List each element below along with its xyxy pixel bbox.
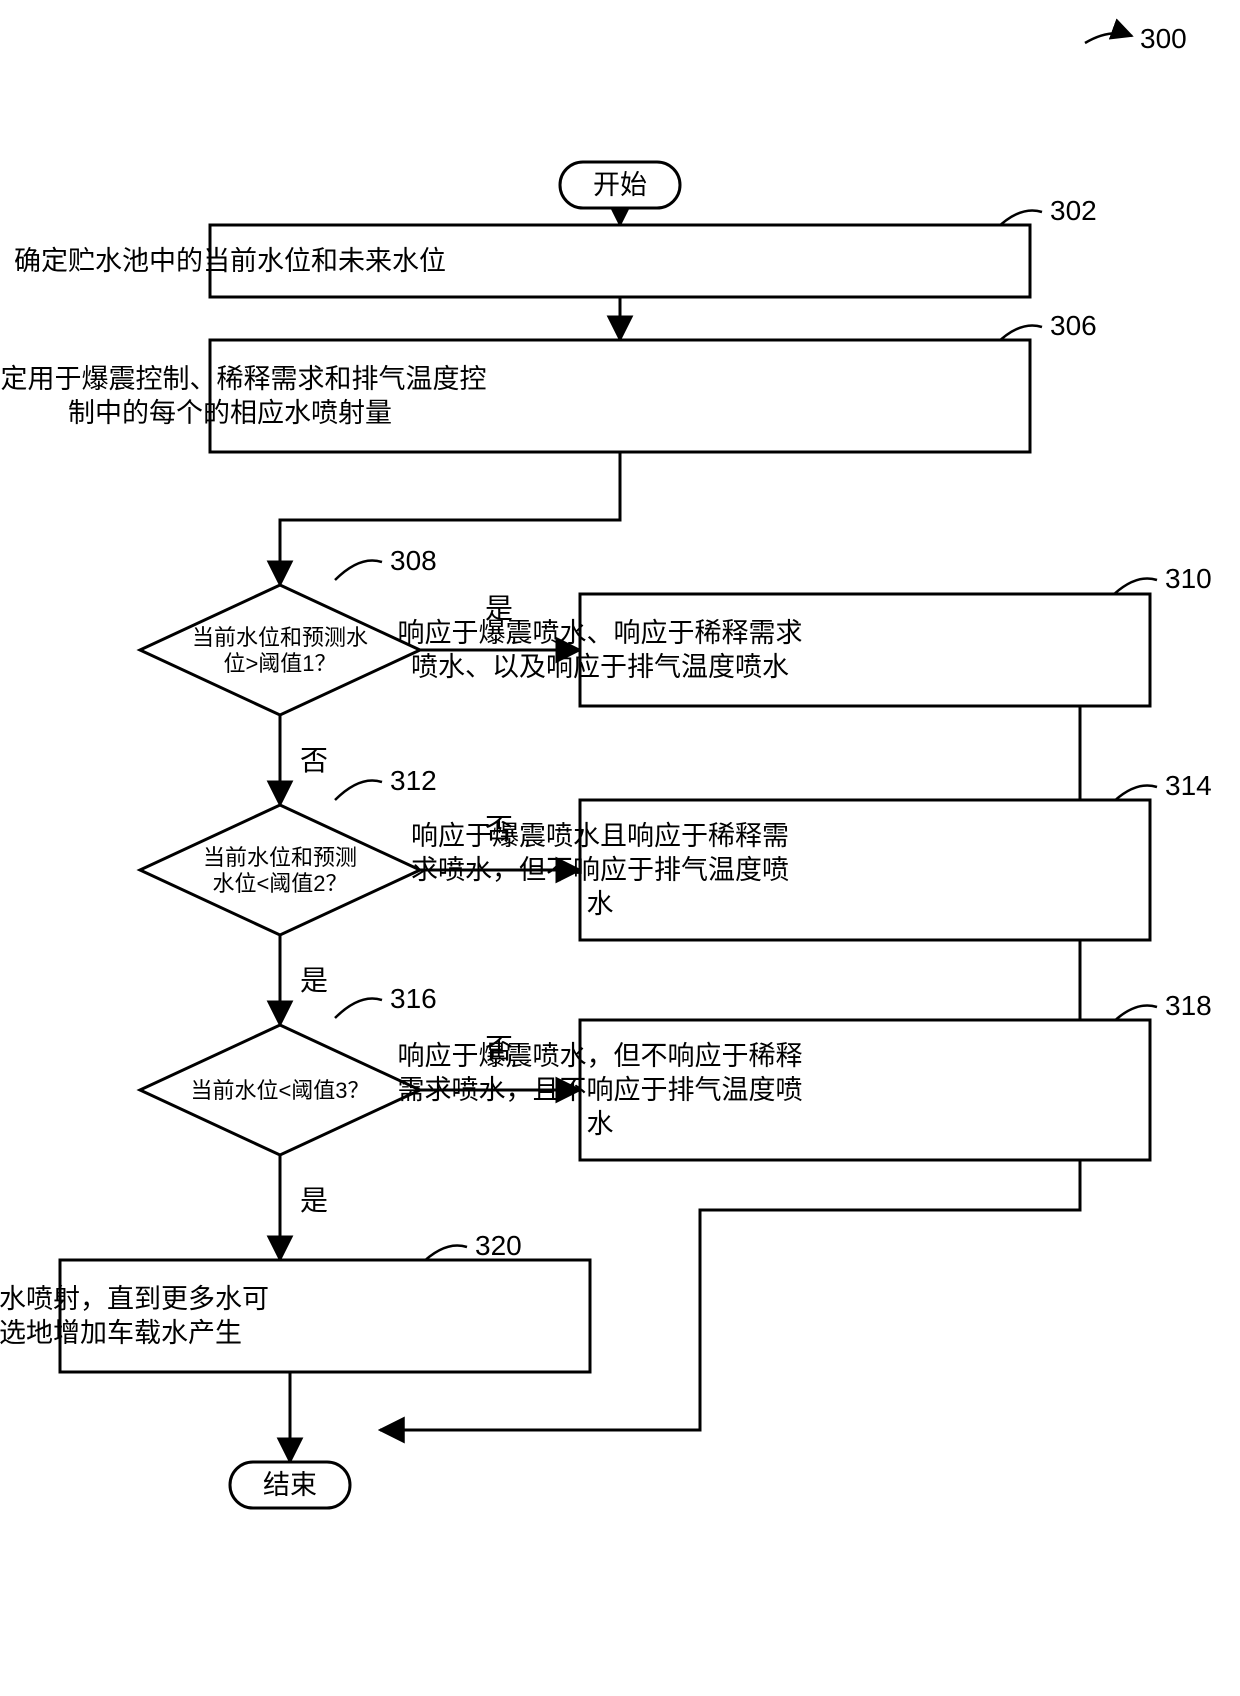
figure-ref-label: 300 <box>1140 23 1187 54</box>
ref-label-n306: 306 <box>1050 310 1097 341</box>
ref-leader-n316 <box>335 998 382 1018</box>
figure-ref-leader <box>1085 33 1132 43</box>
node-text-n316: 当前水位<阈值3？ <box>190 1078 369 1103</box>
edge-label-6: 是 <box>300 965 328 996</box>
node-text-n312: 当前水位和预测水位<阈值2？ <box>203 845 357 896</box>
node-n320 <box>60 1260 590 1372</box>
flowchart-diagram: 300是否否是否是302306308310312314316318320开始确定… <box>0 0 1240 1696</box>
ref-leader-n308 <box>335 560 382 580</box>
ref-label-n320: 320 <box>475 1230 522 1261</box>
node-text-n302: 确定贮水池中的当前水位和未来水位 <box>14 246 446 276</box>
ref-label-n310: 310 <box>1165 563 1212 594</box>
ref-label-n314: 314 <box>1165 770 1212 801</box>
edge-label-4: 否 <box>300 745 328 776</box>
ref-label-n312: 312 <box>390 765 437 796</box>
node-text-end: 结束 <box>263 1470 317 1500</box>
ref-label-n302: 302 <box>1050 195 1097 226</box>
edge-2 <box>280 452 620 585</box>
node-n306 <box>210 340 1030 452</box>
ref-leader-n312 <box>335 780 382 800</box>
ref-label-n318: 318 <box>1165 990 1212 1021</box>
ref-label-n316: 316 <box>390 983 437 1014</box>
node-n310 <box>580 594 1150 706</box>
ref-label-n308: 308 <box>390 545 437 576</box>
node-text-start: 开始 <box>593 170 647 200</box>
edge-label-8: 是 <box>300 1185 328 1216</box>
